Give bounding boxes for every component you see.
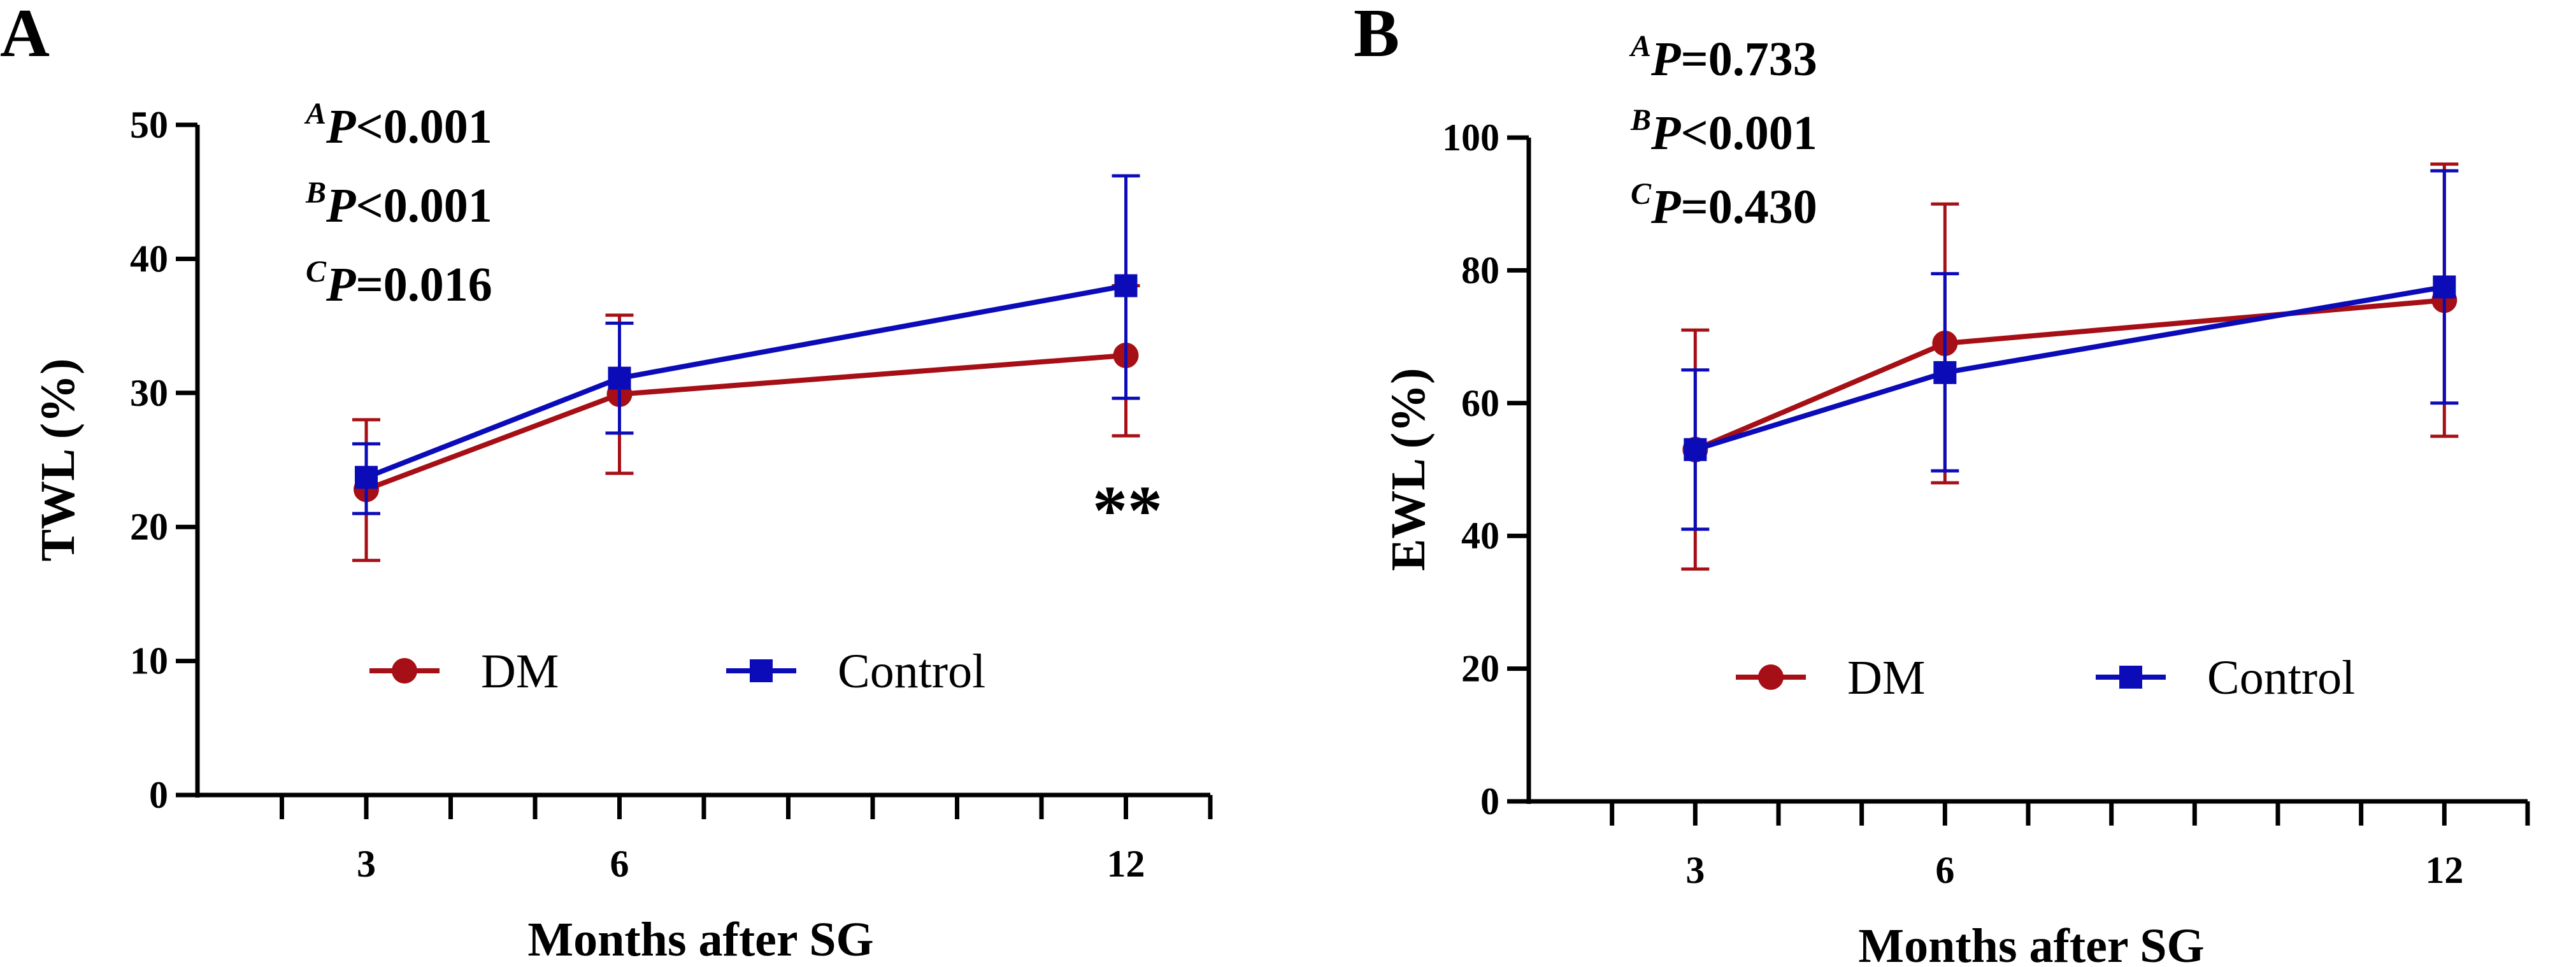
legend-marker-control [2119,666,2142,689]
p-value-symbol: P [1650,32,1681,86]
p-value-symbol: P [326,258,356,312]
panel-letter: A [0,0,50,71]
legend-marker-dm [392,658,417,684]
p-value-superscript: B [305,176,326,210]
p-value-text: =0.733 [1680,32,1817,86]
legend-marker-dm [1758,664,1784,690]
y-tick-label: 20 [130,506,168,548]
panel-a: A 0 10 20 30 40 50 3 6 12 TWL (%) Months after SG DM… [0,0,1213,966]
x-tick-label: 12 [1107,843,1145,885]
y-tick-label: 60 [1461,382,1499,424]
series-line-dm [1694,297,2445,452]
legend-label-control: Control [838,645,985,698]
legend-marker-control [750,659,773,682]
p-value-superscript: B [1630,103,1651,137]
p-value-b: BP<0.001 [1630,103,1817,160]
p-value-symbol: P [1650,180,1681,234]
p-value-c: CP=0.016 [306,255,492,312]
x-tick-label: 3 [1685,849,1705,891]
legend-label-dm: DM [481,645,559,698]
data-point-control [1933,361,1957,384]
y-axis-title: TWL (%) [31,359,85,562]
y-tick-label: 0 [149,774,168,816]
data-point-control [2433,275,2456,299]
x-axis-title: Months after SG [527,913,873,966]
data-point-control [1684,438,1707,461]
p-value-text: <0.001 [355,179,492,233]
p-value-b: BP<0.001 [305,176,492,233]
data-point-control [1114,274,1138,297]
p-value-c: CP=0.430 [1631,177,1817,234]
y-tick-label: 40 [1461,515,1499,557]
data-point-control [355,466,378,489]
p-value-symbol: P [326,179,356,233]
legend-label-dm: DM [1847,651,1925,705]
x-tick-label: 3 [357,843,376,885]
y-tick-label: 80 [1461,249,1499,291]
significance-marker: ** [1092,471,1163,549]
p-value-text: <0.001 [355,100,492,154]
panel-letter: B [1354,0,1399,71]
p-value-text: =0.430 [1680,180,1817,234]
panel-b: B 0 20 40 60 80 100 3 6 12 EWL (%) Months after SG D… [1354,0,2530,967]
p-value-symbol: P [326,100,356,154]
x-tick-label: 12 [2425,849,2463,891]
y-tick-label: 100 [1442,117,1499,159]
data-point-control [608,366,631,390]
x-tick-label: 6 [1935,849,1954,891]
p-value-symbol: P [1650,106,1681,160]
legend-label-control: Control [2207,651,2355,705]
y-tick-label: 40 [130,238,168,280]
series-line-dm [365,352,1126,492]
x-axis-title: Months after SG [1858,919,2204,967]
y-tick-label: 30 [130,372,168,414]
p-value-superscript: C [1631,177,1652,211]
p-value-superscript: C [306,255,327,289]
p-value-a: AP<0.001 [304,97,492,154]
y-axis-title: EWL (%) [1382,368,1435,571]
y-tick-label: 20 [1461,648,1499,690]
y-tick-label: 50 [130,104,168,146]
p-value-superscript: A [304,97,326,131]
x-tick-label: 6 [610,843,629,885]
p-value-text: <0.001 [1680,106,1817,160]
p-value-superscript: A [1629,29,1651,63]
p-value-text: =0.016 [355,258,492,312]
y-tick-label: 0 [1480,780,1499,822]
p-value-a: AP=0.733 [1629,29,1817,86]
y-tick-label: 10 [130,640,168,682]
